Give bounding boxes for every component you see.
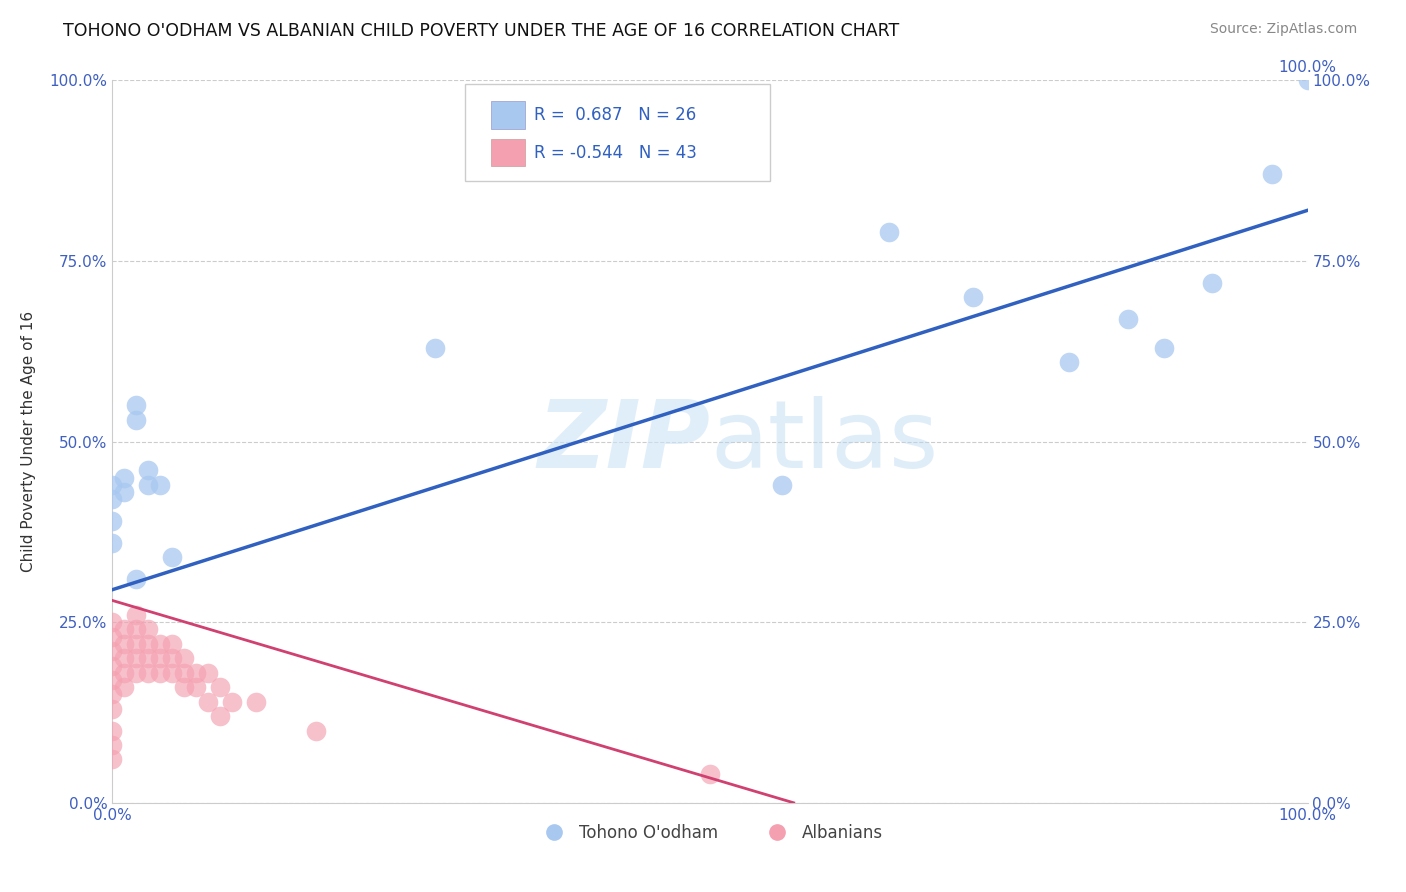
Point [101, 673, 124, 687]
Point [101, 492, 124, 507]
Legend: Tohono O'odham, Albanians: Tohono O'odham, Albanians [530, 817, 890, 848]
Point [138, 463, 160, 477]
Point [770, 478, 793, 492]
Point [114, 665, 135, 680]
Point [114, 485, 135, 500]
Text: atlas: atlas [710, 395, 938, 488]
Point [186, 680, 208, 694]
Point [138, 623, 160, 637]
Text: TOHONO O'ODHAM VS ALBANIAN CHILD POVERTY UNDER THE AGE OF 16 CORRELATION CHART: TOHONO O'ODHAM VS ALBANIAN CHILD POVERTY… [63, 22, 900, 40]
Text: ZIP: ZIP [537, 395, 710, 488]
Point [101, 615, 124, 630]
Point [101, 630, 124, 644]
Point [1118, 311, 1140, 326]
Point [101, 658, 124, 673]
Point [149, 637, 172, 651]
Point [101, 738, 124, 752]
Point [125, 607, 148, 622]
Point [699, 767, 721, 781]
Point [101, 478, 124, 492]
Point [162, 550, 183, 565]
Point [1201, 276, 1223, 290]
Point [209, 680, 232, 694]
Point [879, 225, 901, 239]
Point [1261, 167, 1284, 181]
Point [114, 637, 135, 651]
Point [114, 623, 135, 637]
Point [138, 478, 160, 492]
Point [125, 665, 148, 680]
Point [125, 572, 148, 586]
FancyBboxPatch shape [465, 84, 770, 181]
Point [101, 687, 124, 701]
Point [101, 752, 124, 766]
Point [197, 665, 219, 680]
Point [125, 413, 148, 427]
Point [138, 637, 160, 651]
Point [125, 637, 148, 651]
Point [138, 665, 160, 680]
Point [125, 398, 148, 412]
Point [114, 651, 135, 665]
Point [1057, 355, 1080, 369]
Point [114, 680, 135, 694]
Point [209, 709, 232, 723]
Text: R =  0.687   N = 26: R = 0.687 N = 26 [534, 106, 696, 124]
Point [149, 665, 172, 680]
Point [173, 651, 195, 665]
Point [425, 341, 447, 355]
Point [138, 651, 160, 665]
Point [114, 470, 135, 484]
Point [125, 651, 148, 665]
Point [221, 695, 243, 709]
Point [173, 665, 195, 680]
Point [245, 695, 267, 709]
Point [101, 514, 124, 528]
Point [149, 478, 172, 492]
Point [149, 651, 172, 665]
Point [173, 680, 195, 694]
Point [197, 695, 219, 709]
Text: Source: ZipAtlas.com: Source: ZipAtlas.com [1209, 22, 1357, 37]
Point [101, 535, 124, 549]
Point [1296, 73, 1319, 87]
Point [125, 623, 148, 637]
Text: R = -0.544   N = 43: R = -0.544 N = 43 [534, 144, 697, 161]
Point [305, 723, 328, 738]
Point [101, 644, 124, 658]
Point [186, 665, 208, 680]
Point [162, 637, 183, 651]
Point [962, 290, 984, 304]
Point [162, 665, 183, 680]
Point [1153, 341, 1175, 355]
FancyBboxPatch shape [491, 101, 524, 128]
Point [101, 702, 124, 716]
Point [101, 723, 124, 738]
Y-axis label: Child Poverty Under the Age of 16: Child Poverty Under the Age of 16 [21, 311, 35, 572]
Point [162, 651, 183, 665]
FancyBboxPatch shape [491, 139, 524, 166]
